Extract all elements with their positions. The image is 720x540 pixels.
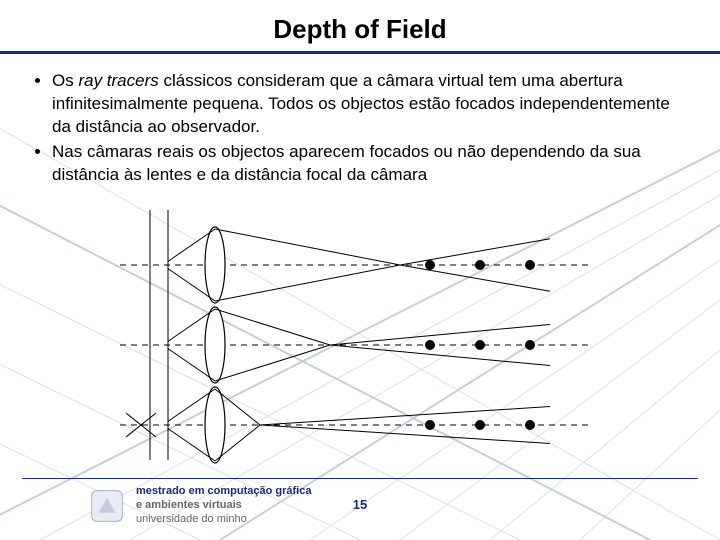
bullet-item: Os ray tracers clássicos consideram que … [52, 70, 686, 139]
slide-title: Depth of Field [0, 0, 720, 51]
slide-footer: mestrado em computação gráfica e ambient… [0, 478, 720, 534]
bullet-item: Nas câmaras reais os objectos aparecem f… [52, 141, 686, 187]
footer-rule [22, 478, 698, 479]
depth-of-field-diagram [120, 210, 600, 470]
bullet-list: Os ray tracers clássicos consideram que … [0, 54, 720, 187]
page-number: 15 [0, 497, 720, 512]
